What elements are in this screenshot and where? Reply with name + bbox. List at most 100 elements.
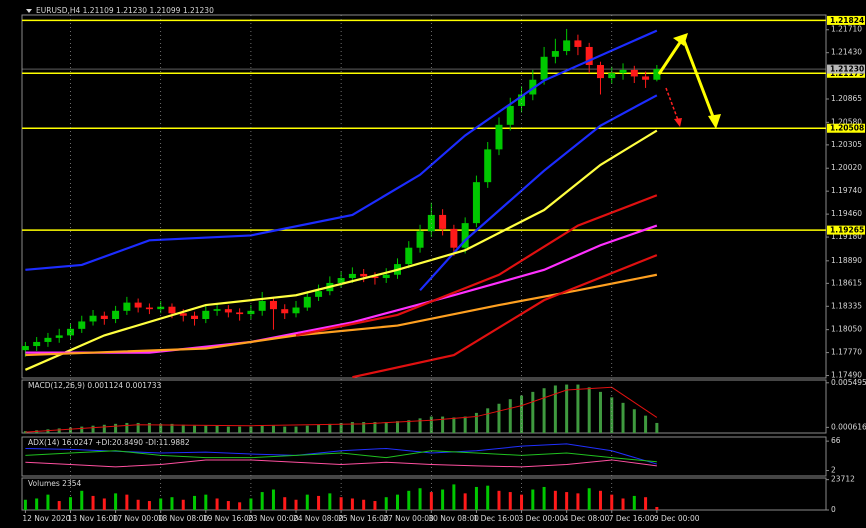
panel-title: MACD(12,26,9) 0.001124 0.001733 — [28, 381, 162, 390]
bar — [339, 497, 343, 510]
x-tick-label: 24 Nov 08:00 — [293, 514, 344, 523]
bar — [610, 494, 614, 510]
bar — [542, 486, 546, 510]
bar — [463, 493, 467, 510]
bar — [587, 488, 591, 510]
bar — [474, 486, 478, 510]
bar — [598, 490, 602, 510]
bar — [441, 416, 445, 433]
candle-body — [630, 69, 638, 77]
bar — [193, 495, 197, 510]
bar — [35, 498, 39, 510]
candle-body — [55, 335, 63, 338]
menu-triangle[interactable] — [26, 9, 32, 13]
x-tick-label: 13 Nov 16:00 — [67, 514, 118, 523]
y-tick-label: 1.19180 — [831, 232, 862, 241]
red-arrowhead — [674, 118, 682, 127]
bar — [497, 490, 501, 510]
bar — [520, 494, 524, 510]
bar — [68, 497, 72, 510]
bar — [305, 425, 309, 433]
x-tick-label: 19 Nov 16:00 — [203, 514, 254, 523]
bar — [396, 494, 400, 510]
bar — [57, 501, 61, 510]
bar — [226, 501, 230, 510]
bar — [350, 422, 354, 433]
x-tick-label: 3 Dec 00:00 — [519, 514, 565, 523]
bar — [215, 498, 219, 510]
bar — [520, 395, 524, 433]
bar — [114, 423, 118, 433]
bar — [644, 415, 648, 433]
y-tick-label: 1.20580 — [831, 117, 862, 126]
bar — [294, 499, 298, 510]
candle-body — [360, 273, 368, 277]
x-tick-label: 30 Nov 08:00 — [428, 514, 479, 523]
x-tick-label: 23 Nov 00:00 — [248, 514, 299, 523]
candle-body — [292, 307, 300, 314]
y-tick-label: 2 — [831, 465, 836, 474]
bar — [170, 497, 174, 510]
macd-panel — [21, 379, 827, 434]
x-tick-label: 4 Dec 08:00 — [564, 514, 610, 523]
candle-body — [461, 223, 469, 248]
bar — [147, 422, 151, 433]
indicator-line — [24, 129, 658, 371]
candle-body — [123, 302, 131, 311]
bar — [407, 420, 411, 433]
bar — [655, 506, 659, 510]
bar — [407, 490, 411, 510]
candle-body — [416, 231, 424, 248]
x-tick-label: 1 Dec 16:00 — [473, 514, 519, 523]
bar — [181, 424, 185, 433]
bar — [57, 428, 61, 433]
candle-body — [134, 302, 142, 308]
bar — [193, 425, 197, 433]
bar — [418, 418, 422, 433]
x-tick-label: 9 Dec 00:00 — [654, 514, 700, 523]
y-tick-label: 1.20020 — [831, 163, 862, 172]
candle-body — [21, 346, 29, 351]
red-dashed-arrow — [665, 87, 679, 121]
bar — [644, 497, 648, 510]
bar — [587, 387, 591, 433]
bar — [486, 485, 490, 510]
bar — [542, 388, 546, 433]
y-tick-label: 1.20305 — [831, 140, 862, 149]
bar — [305, 494, 309, 510]
bar — [373, 501, 377, 510]
candle-body — [642, 76, 650, 80]
bar — [260, 492, 264, 510]
volume-panel — [21, 477, 827, 511]
candle-body — [44, 337, 52, 342]
candle-body — [484, 149, 492, 183]
candle-body — [472, 182, 480, 224]
candle-body — [405, 247, 413, 265]
main-panel — [21, 14, 827, 379]
bar — [328, 493, 332, 510]
bar — [91, 495, 95, 510]
level-label: 1.21824 — [830, 16, 864, 25]
bar — [249, 426, 253, 433]
bar — [283, 426, 287, 433]
bar — [362, 499, 366, 510]
indicator-line — [352, 254, 658, 379]
yellow-arrowhead — [673, 33, 688, 46]
candle-body — [202, 310, 210, 320]
bar — [159, 498, 163, 510]
candle-body — [100, 315, 108, 320]
y-tick-label: 1.20865 — [831, 94, 862, 103]
candle-body — [269, 300, 277, 310]
bar — [91, 425, 95, 433]
y-tick-label: 1.21710 — [831, 25, 862, 34]
bar — [136, 422, 140, 433]
y-tick-label: 0.000616 — [831, 422, 866, 431]
candle-body — [179, 313, 187, 316]
candle-body — [303, 296, 311, 308]
y-tick-label: 1.19460 — [831, 209, 862, 218]
bar — [215, 425, 219, 433]
x-tick-label: 27 Nov 00:00 — [383, 514, 434, 523]
x-tick-label: 7 Dec 16:00 — [609, 514, 655, 523]
candle-body — [247, 310, 255, 315]
